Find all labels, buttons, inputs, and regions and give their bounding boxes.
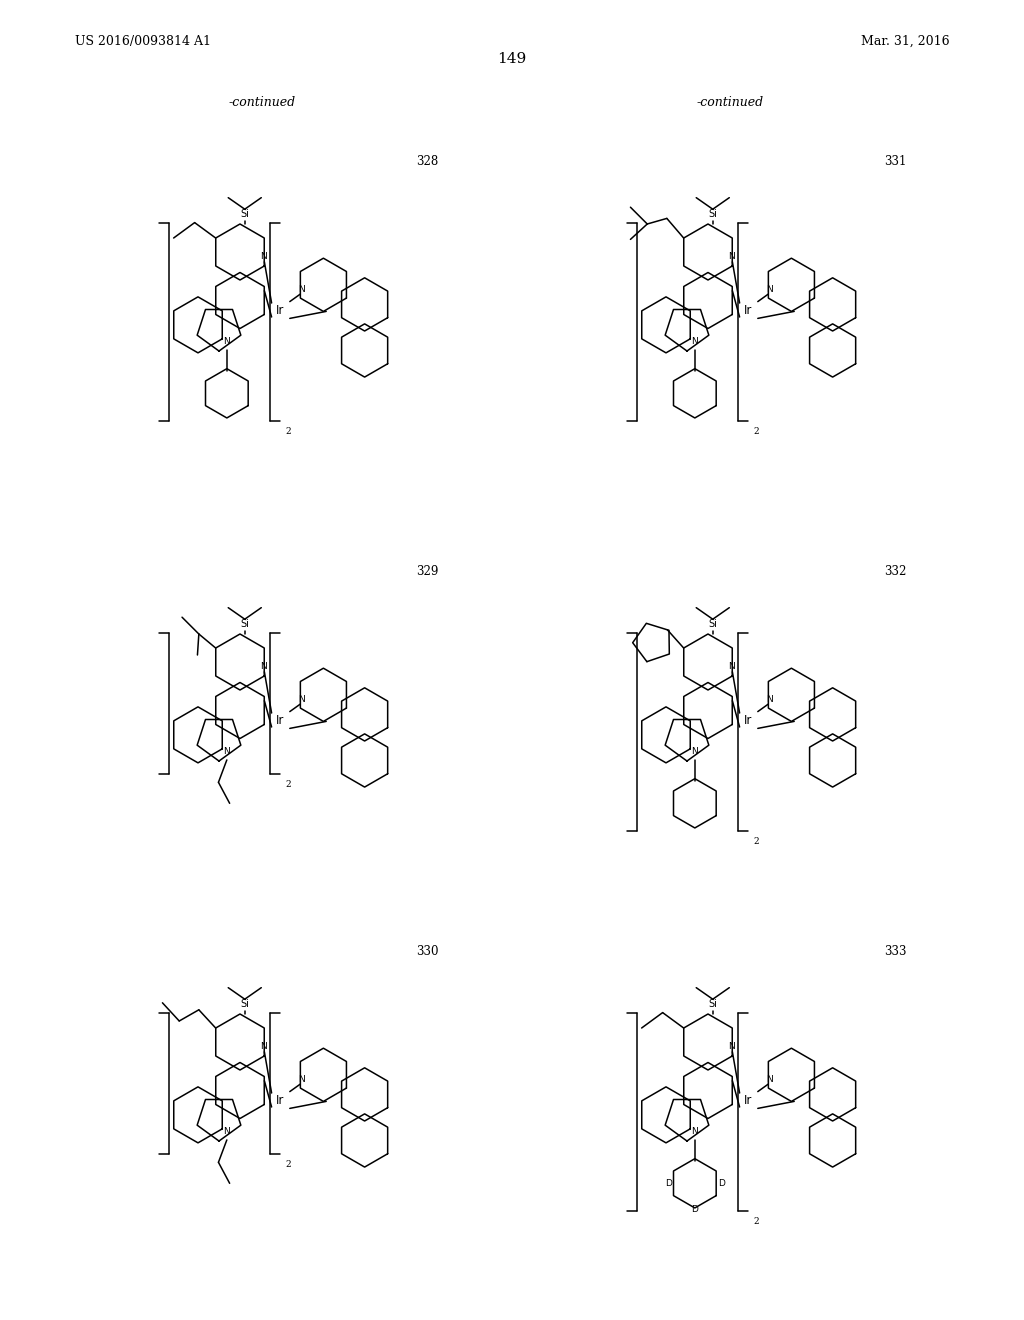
Text: N: N <box>691 747 698 756</box>
Text: 329: 329 <box>416 565 438 578</box>
Text: D: D <box>691 1205 698 1214</box>
Text: Si: Si <box>709 619 717 630</box>
Text: Ir: Ir <box>275 1093 285 1106</box>
Text: 2: 2 <box>285 428 291 437</box>
Text: D: D <box>665 1179 672 1188</box>
Text: N: N <box>298 285 305 293</box>
Text: N: N <box>766 694 773 704</box>
Text: Ir: Ir <box>275 304 285 317</box>
Text: Ir: Ir <box>275 714 285 726</box>
Text: N: N <box>728 661 735 671</box>
Text: -continued: -continued <box>696 96 764 110</box>
Text: Si: Si <box>241 619 249 630</box>
Text: N: N <box>766 1074 773 1084</box>
Text: N: N <box>728 1041 735 1051</box>
Text: Si: Si <box>241 209 249 219</box>
Text: 332: 332 <box>884 565 906 578</box>
Text: 149: 149 <box>498 51 526 66</box>
Text: N: N <box>260 252 267 261</box>
Text: N: N <box>728 252 735 261</box>
Text: Si: Si <box>241 999 249 1010</box>
Text: Si: Si <box>709 999 717 1010</box>
Text: 2: 2 <box>285 1160 291 1170</box>
Text: N: N <box>766 285 773 293</box>
Text: 2: 2 <box>753 1217 759 1226</box>
Text: N: N <box>223 337 230 346</box>
Text: 2: 2 <box>753 428 759 437</box>
Text: N: N <box>691 1127 698 1137</box>
Text: N: N <box>298 1074 305 1084</box>
Text: 331: 331 <box>884 154 906 168</box>
Text: 2: 2 <box>285 780 291 789</box>
Text: Mar. 31, 2016: Mar. 31, 2016 <box>861 36 950 48</box>
Text: N: N <box>260 1041 267 1051</box>
Text: -continued: -continued <box>228 96 296 110</box>
Text: 2: 2 <box>753 837 759 846</box>
Text: US 2016/0093814 A1: US 2016/0093814 A1 <box>75 36 211 48</box>
Text: Ir: Ir <box>743 714 753 726</box>
Text: N: N <box>298 694 305 704</box>
Text: 330: 330 <box>416 945 438 958</box>
Text: N: N <box>260 661 267 671</box>
Text: N: N <box>223 1127 230 1137</box>
Text: Ir: Ir <box>743 1093 753 1106</box>
Text: N: N <box>691 337 698 346</box>
Text: 333: 333 <box>884 945 906 958</box>
Text: 328: 328 <box>416 154 438 168</box>
Text: D: D <box>718 1179 725 1188</box>
Text: N: N <box>223 747 230 756</box>
Text: Si: Si <box>709 209 717 219</box>
Text: Ir: Ir <box>743 304 753 317</box>
